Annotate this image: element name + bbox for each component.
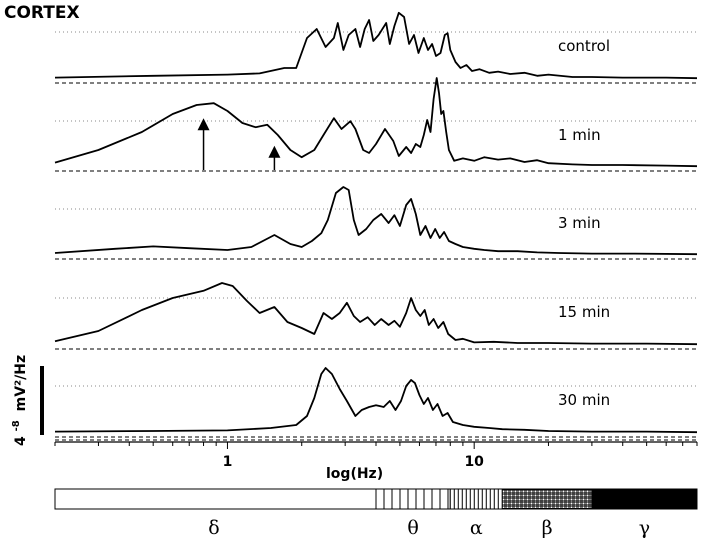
scale-label: 4 -8 mV²/Hz (7, 355, 29, 446)
series-line (54, 186, 698, 256)
x-axis-ticks: 1 10 (54, 442, 698, 470)
scale-exponent: -8 (11, 420, 22, 431)
series-label: 15 min (558, 303, 610, 321)
x-tick-label: 10 (464, 454, 484, 470)
series-label: 1 min (558, 126, 601, 144)
scale-unit: mV²/Hz (13, 355, 29, 412)
series-line (54, 282, 698, 346)
trace-control: control (54, 11, 698, 84)
series-label: 30 min (558, 391, 610, 409)
chart-title: CORTEX (4, 3, 80, 23)
trace-30-min: 30 min (54, 367, 698, 441)
band---segment: β (501, 488, 593, 539)
arrow-annotation (197, 118, 210, 170)
band---segment: γ (591, 488, 698, 539)
trace-group: control 1 min 3 min 15 min 30 min (54, 11, 698, 441)
band-label: α (470, 517, 483, 539)
svg-text:4 -8 mV²/Hz: 4 -8 mV²/Hz (7, 355, 29, 446)
trace-3-min: 3 min (54, 186, 698, 260)
band-label: γ (639, 517, 650, 539)
series-label: 3 min (558, 214, 601, 232)
trace-1-min: 1 min (54, 77, 698, 172)
series-line (54, 367, 698, 434)
scale-value: 4 (13, 436, 29, 446)
band---segment: α (449, 488, 503, 539)
band---segment: θ (375, 488, 451, 539)
band---segment: δ (54, 488, 377, 539)
series-label: control (558, 37, 610, 55)
x-axis-label: log(Hz) (326, 466, 383, 482)
band-label: δ (208, 517, 219, 539)
band-label: β (542, 517, 553, 539)
band-label: θ (407, 517, 418, 539)
series-line (54, 11, 698, 80)
x-tick-label: 1 (223, 454, 233, 470)
trace-15-min: 15 min (54, 282, 698, 350)
series-line (54, 77, 698, 168)
arrow-annotation (268, 145, 281, 170)
